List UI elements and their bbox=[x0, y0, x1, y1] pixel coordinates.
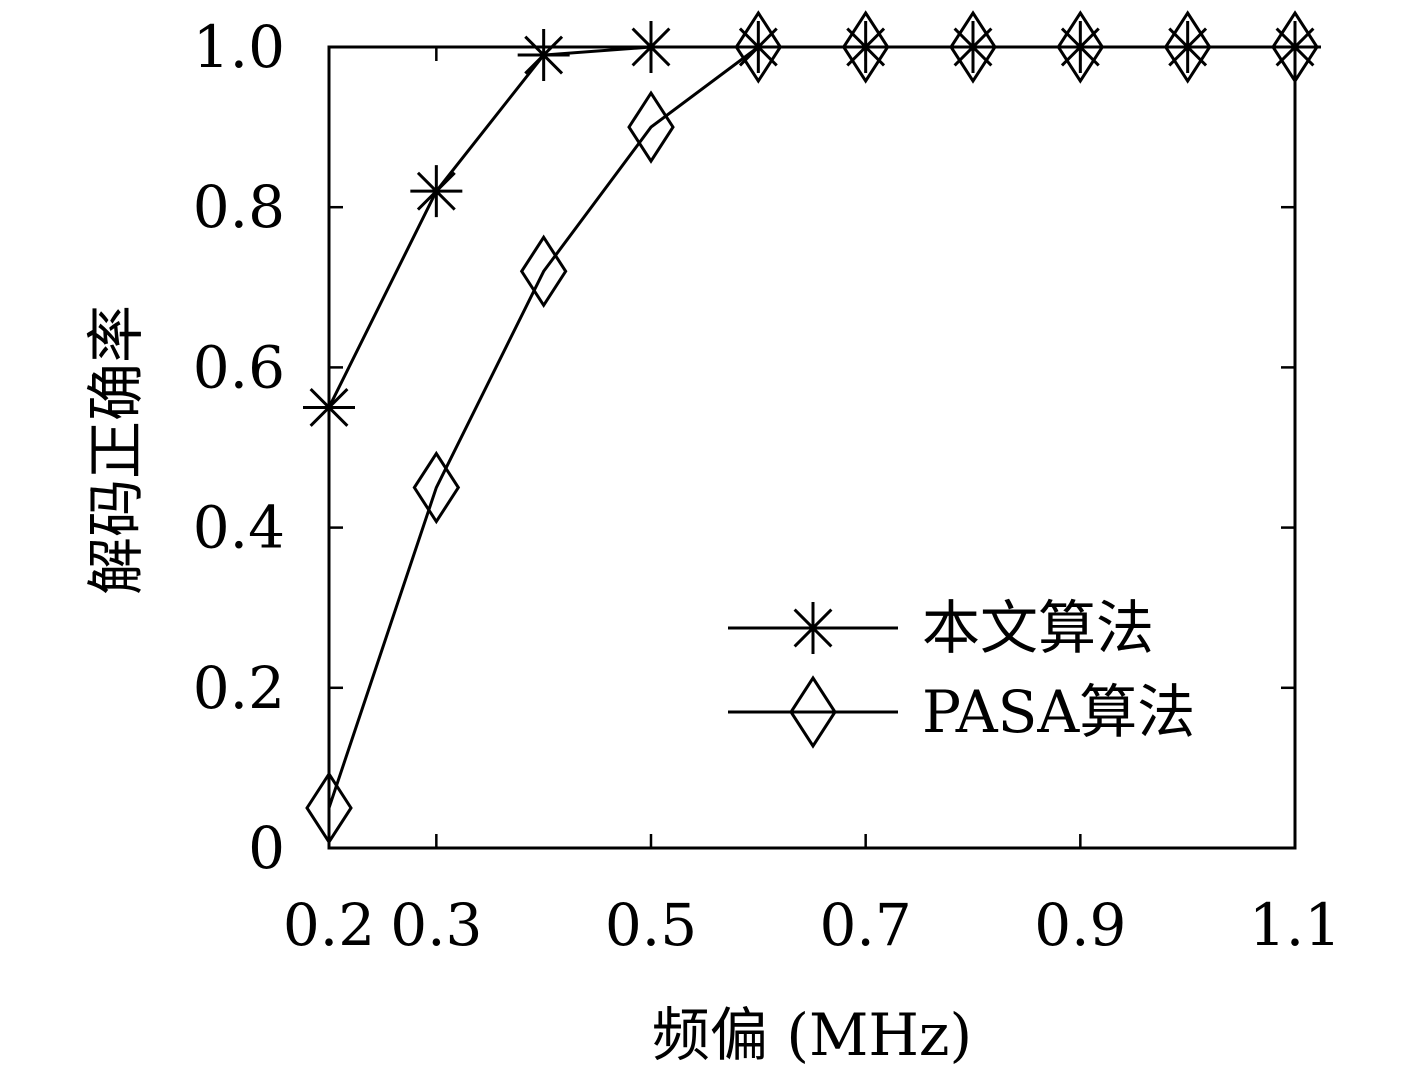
data-point-diamond bbox=[734, 10, 783, 84]
data-point-asterisk bbox=[1161, 21, 1214, 73]
legend-item-1: 本文算法 bbox=[728, 594, 1154, 662]
data-point-asterisk bbox=[410, 165, 463, 218]
series-layer bbox=[303, 10, 1321, 845]
x-tick-label: 0.5 bbox=[605, 891, 697, 959]
legend-item-2: PASA算法 bbox=[728, 675, 1195, 749]
y-tick-label: 0 bbox=[248, 814, 285, 882]
series-line-1 bbox=[327, 45, 1295, 409]
y-tick-label: 0.2 bbox=[193, 654, 285, 722]
data-point-asterisk bbox=[303, 381, 355, 434]
legend-marker-diamond bbox=[789, 675, 837, 749]
x-tick-label: 1.1 bbox=[1249, 891, 1341, 959]
data-point-diamond bbox=[1163, 10, 1212, 84]
x-tick-label: 0.3 bbox=[390, 891, 482, 959]
data-point-diamond bbox=[949, 10, 997, 84]
data-point-asterisk bbox=[517, 29, 570, 82]
data-point-asterisk bbox=[1054, 21, 1107, 73]
y-tick-label: 0.4 bbox=[193, 494, 285, 562]
legend: 本文算法 PASA算法 bbox=[728, 594, 1195, 749]
x-tick-label: 0.7 bbox=[820, 891, 912, 959]
data-point-diamond bbox=[841, 10, 890, 84]
y-tick-label: 0.6 bbox=[193, 333, 285, 401]
data-point-asterisk bbox=[839, 21, 892, 73]
series-line-2 bbox=[327, 45, 1295, 809]
data-point-asterisk bbox=[625, 21, 677, 73]
x-tick-label: 0.9 bbox=[1034, 891, 1126, 959]
data-point-diamond bbox=[305, 771, 353, 845]
y-tick-labels: 0 0.2 0.4 0.6 0.8 1.0 bbox=[193, 13, 285, 882]
y-axis-label: 解码正确率 bbox=[82, 305, 150, 595]
legend-marker-asterisk bbox=[787, 602, 839, 654]
y-tick-label: 1.0 bbox=[193, 13, 285, 81]
legend-label: 本文算法 bbox=[922, 594, 1154, 662]
data-point-diamond bbox=[519, 234, 568, 309]
data-point-diamond bbox=[627, 90, 675, 164]
data-point-diamond bbox=[412, 450, 461, 525]
legend-label: PASA算法 bbox=[922, 678, 1195, 746]
data-point-asterisk bbox=[1269, 21, 1321, 73]
y-tick-label: 0.8 bbox=[193, 173, 285, 241]
data-point-asterisk bbox=[732, 21, 785, 73]
x-tick-labels: 0.2 0.3 0.5 0.7 0.9 1.1 bbox=[283, 891, 1341, 959]
data-point-diamond bbox=[1056, 10, 1105, 84]
x-axis-label: 频偏 (MHz) bbox=[652, 1001, 972, 1069]
x-tick-label: 0.2 bbox=[283, 891, 375, 959]
data-point-asterisk bbox=[947, 21, 999, 73]
data-point-diamond bbox=[1271, 10, 1319, 84]
